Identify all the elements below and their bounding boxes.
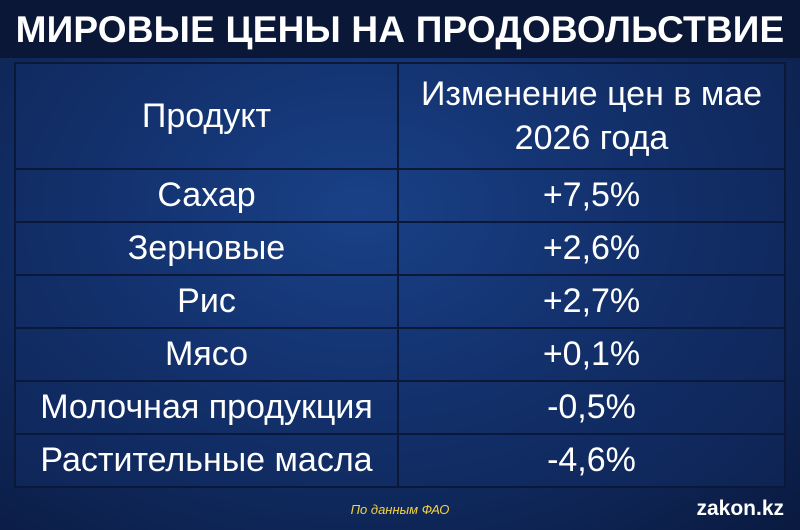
brand: zakon.kz xyxy=(696,497,784,520)
header-row: Продукт Изменение цен в мае 2026 года xyxy=(14,62,786,170)
table-row: Зерновые +2,6% xyxy=(14,221,786,276)
change-cell: -4,6% xyxy=(397,433,786,488)
title: МИРОВЫЕ ЦЕНЫ НА ПРОДОВОЛЬСТВИЕ xyxy=(0,0,800,58)
change-cell: +0,1% xyxy=(397,327,786,382)
table-row: Растительные масла -4,6% xyxy=(14,433,786,488)
product-cell: Сахар xyxy=(14,168,399,223)
product-cell: Растительные масла xyxy=(14,433,399,488)
change-cell: -0,5% xyxy=(397,380,786,435)
header-cell: Изменение цен в мае 2026 года xyxy=(397,62,786,170)
product-cell: Зерновые xyxy=(14,221,399,276)
product-cell: Молочная продукция xyxy=(14,380,399,435)
price-table: Продукт Изменение цен в мае 2026 года Са… xyxy=(14,62,786,488)
header-cell: Продукт xyxy=(14,62,399,170)
product-cell: Мясо xyxy=(14,327,399,382)
change-cell: +2,7% xyxy=(397,274,786,329)
table-row: Молочная продукция -0,5% xyxy=(14,380,786,435)
change-cell: +2,6% xyxy=(397,221,786,276)
source-note: По данным ФАО xyxy=(350,502,450,517)
product-cell: Рис xyxy=(14,274,399,329)
table-row: Сахар +7,5% xyxy=(14,168,786,223)
table-row: Мясо +0,1% xyxy=(14,327,786,382)
table-row: Рис +2,7% xyxy=(14,274,786,329)
change-cell: +7,5% xyxy=(397,168,786,223)
